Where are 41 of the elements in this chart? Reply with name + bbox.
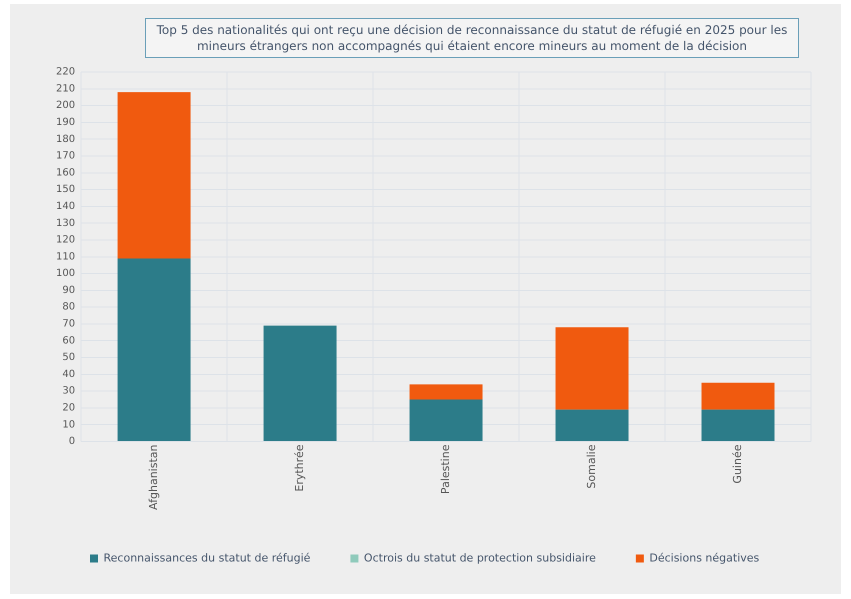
y-tick-label: 140 — [56, 200, 76, 212]
y-tick-label: 30 — [62, 386, 76, 397]
bar — [118, 258, 191, 442]
y-tick-label: 150 — [56, 184, 76, 196]
bar — [556, 410, 629, 442]
bar — [410, 400, 483, 442]
bar — [702, 382, 775, 410]
y-tick-label: 80 — [62, 302, 76, 313]
y-tick-label: 160 — [56, 167, 76, 178]
y-tick-label: 130 — [56, 218, 76, 229]
y-tick-label: 110 — [56, 251, 76, 262]
y-tick-label: 20 — [62, 402, 76, 414]
y-tick-label: 190 — [56, 116, 76, 128]
legend-label: Octrois du statut de protection subsidiaire — [364, 551, 596, 564]
x-tick-label: Guinée — [730, 444, 744, 484]
bar — [702, 410, 775, 442]
y-tick-label: 120 — [56, 234, 76, 246]
y-tick-label: 10 — [62, 419, 76, 430]
y-tick-label: 170 — [56, 150, 76, 162]
bar — [118, 92, 191, 258]
y-tick-label: 40 — [62, 368, 76, 380]
x-tick-label: Palestine — [438, 444, 452, 494]
y-tick-label: 210 — [56, 83, 76, 94]
y-tick-label: 90 — [62, 284, 76, 296]
y-tick-label: 200 — [56, 100, 76, 112]
x-tick-label: Erythrée — [292, 444, 306, 492]
y-tick-label: 220 — [56, 66, 76, 78]
y-tick-label: 60 — [62, 335, 76, 346]
legend-label: Reconnaissances du statut de réfugié — [104, 551, 311, 564]
bar — [410, 384, 483, 400]
x-tick-label: Afghanistan — [146, 444, 160, 510]
y-tick-label: 180 — [56, 134, 76, 145]
chart-title: Top 5 des nationalités qui ont reçu une décision de reconnaissance du statut de réfugié en 2025 pour les mineurs étrangers non accompagnés qui étaient encore mineurs au moment de la décision — [145, 18, 799, 58]
bar — [556, 327, 629, 410]
y-tick-label: 70 — [62, 318, 76, 330]
y-tick-label: 50 — [62, 352, 76, 364]
y-tick-label: 0 — [68, 436, 76, 448]
legend-label: Décisions négatives — [649, 551, 760, 564]
y-tick-label: 100 — [56, 268, 76, 280]
bar — [264, 326, 337, 442]
x-tick-label: Somalie — [584, 444, 598, 489]
